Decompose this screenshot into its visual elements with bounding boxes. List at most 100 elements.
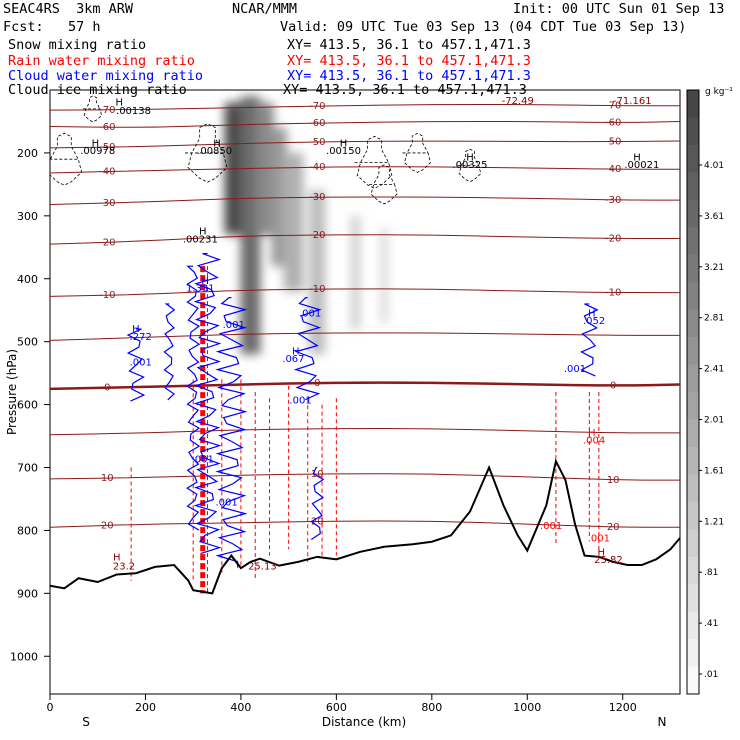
colorbar-label: 3.21 <box>704 263 724 273</box>
colorbar-swatch <box>687 227 699 256</box>
extremum-label: 1.331 <box>186 283 215 294</box>
extremum-label: .001 <box>540 521 562 532</box>
temperature-contour-label: -40 <box>99 167 115 178</box>
temperature-contour <box>50 103 680 111</box>
extremum-label: .00231 <box>183 234 218 245</box>
extremum-label: .001 <box>289 395 311 406</box>
colorbar-swatch <box>687 199 699 228</box>
extremum-label: H <box>340 139 348 150</box>
temperature-contour-label: 20 <box>607 522 620 533</box>
y-tick-label: 500 <box>17 336 38 349</box>
colorbar-label: .81 <box>704 568 718 578</box>
snow-shade-band <box>380 228 389 323</box>
colorbar-swatch <box>687 309 699 338</box>
y-axis-title: Pressure (hPa) <box>5 349 19 435</box>
extremum-label: .00850 <box>197 146 232 157</box>
temperature-contour-label: -70 <box>309 101 325 112</box>
cloud-ice-contour <box>82 95 103 123</box>
colorbar-label: 2.41 <box>704 365 724 375</box>
temperature-contour-label: -50 <box>605 137 621 148</box>
extremum-label: .001 <box>130 358 152 369</box>
cloud-water-contour <box>293 297 322 401</box>
temperature-contour-label: 20 <box>311 516 324 527</box>
extremum-label: .001 <box>299 309 321 320</box>
cloud-ice-contour <box>369 164 398 205</box>
temperature-contour-label: 0 <box>104 383 110 394</box>
colorbar-swatch <box>687 666 699 695</box>
temperature-contour-label: 20 <box>101 520 114 531</box>
extremum-label: H <box>588 428 596 439</box>
colorbar-label: .41 <box>704 619 718 629</box>
colorbar-swatch <box>687 117 699 146</box>
temperature-contour <box>50 288 680 297</box>
colorbar-swatch <box>687 337 699 366</box>
temperature-contour-label: -30 <box>99 198 115 209</box>
y-tick-label: 400 <box>17 273 38 286</box>
temperature-contour-label: 10 <box>607 475 620 486</box>
extremum-label: .00150 <box>326 146 361 157</box>
x-tick-label: 400 <box>230 701 251 714</box>
init-time: Init: 00 UTC Sun 01 Sep 13 <box>513 1 725 17</box>
extremum-label: .052 <box>583 316 605 327</box>
y-tick-label: 200 <box>17 147 38 160</box>
colorbar-label: 3.61 <box>704 212 724 222</box>
colorbar-swatch <box>687 501 699 530</box>
x-tick-label: 1200 <box>609 701 637 714</box>
colorbar-swatch <box>687 392 699 420</box>
colorbar-label: 4.01 <box>704 161 724 171</box>
colorbar-unit: g kg⁻¹ <box>705 87 733 97</box>
temperature-contour-label: -60 <box>605 118 621 129</box>
temperature-contour <box>50 234 680 245</box>
extremum-label: .067 <box>282 354 304 365</box>
temperature-contour-label: -70 <box>605 101 621 112</box>
temperature-contour <box>50 381 680 391</box>
temperature-contour-label: -60 <box>309 118 325 129</box>
extremum-label: H <box>588 309 596 320</box>
cloud-ice-contour <box>185 123 228 183</box>
extremum-label: .001 <box>192 454 214 465</box>
colorbar-swatch <box>687 172 699 201</box>
colorbar-swatch <box>687 584 699 613</box>
extremum-label: .00138 <box>116 106 151 117</box>
field-name-cloudwater: Cloud water mixing ratio <box>8 68 204 84</box>
temperature-contour <box>50 332 680 341</box>
x-axis: 0 200 400 600 800 1000 1200 <box>47 694 637 714</box>
extremum-label: H <box>466 152 474 163</box>
temperature-contour-label: -20 <box>309 230 325 241</box>
cloud-water-contour <box>126 328 146 402</box>
temperature-contour-label: 0 <box>314 378 320 389</box>
colorbar-label: 1.21 <box>704 517 724 527</box>
temperature-contour-label: -20 <box>605 233 621 244</box>
snow-shade-band <box>271 127 288 267</box>
x-tick-label: 800 <box>421 701 442 714</box>
y-tick-label: 800 <box>17 524 38 537</box>
extremum-label: .001 <box>215 497 237 508</box>
x-tick-label: 1000 <box>513 701 541 714</box>
valid-time: Valid: 09 UTC Tue 03 Sep 13 (04 CDT Tue … <box>280 19 687 35</box>
forecast-hour: Fcst: 57 h <box>3 19 101 35</box>
temperature-contour <box>50 166 680 174</box>
colorbar-swatch <box>687 474 699 503</box>
y-tick-label: 700 <box>17 462 38 475</box>
extremum-label: H <box>213 139 221 150</box>
snow-shade-band <box>350 215 361 330</box>
colorbar-swatch <box>687 556 699 585</box>
colorbar-swatch <box>687 90 699 118</box>
extremum-label: .001 <box>564 364 586 375</box>
extremum-label: H <box>113 553 121 564</box>
extremum-label: H <box>633 152 641 163</box>
colorbar-swatch <box>687 611 699 640</box>
x-axis-title: Distance (km) <box>322 715 406 729</box>
cloud-ice-contour <box>402 132 431 173</box>
colorbar-swatch <box>687 364 699 393</box>
extremum-label: H <box>201 276 209 287</box>
field-xy-cloudwater: XY= 413.5, 36.1 to 457.1,471.3 <box>287 68 531 84</box>
extremum-label: .00978 <box>80 146 115 157</box>
plot-frame <box>49 89 681 695</box>
snow-shade-band <box>309 190 326 355</box>
rain-contours <box>130 266 600 594</box>
field-name-rain: Rain water mixing ratio <box>8 53 195 69</box>
y-axis: 200 300 400 500 600 700 800 900 1000 <box>10 147 50 663</box>
extremum-label: -72.49 <box>502 96 534 107</box>
